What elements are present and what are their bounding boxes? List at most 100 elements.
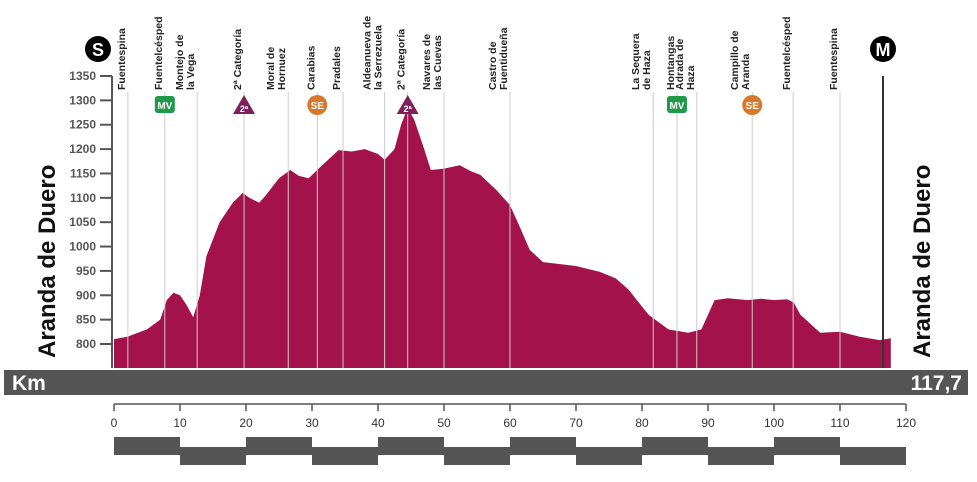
waypoint-label: Montejo de [174,34,186,90]
waypoint-label: Fuentidueña [498,27,510,90]
km-scale-segment [576,447,642,465]
x-tick-label: 10 [173,416,187,430]
waypoint-label: Navares de [421,34,433,90]
badge-label: MV [157,101,172,112]
y-tick-label: 1200 [69,142,96,156]
waypoint-label: 2ª Categoría [396,29,408,90]
km-scale-segment [708,447,774,465]
y-tick-label: 1300 [69,93,96,107]
climb-category-icon [396,95,419,114]
waypoint-label: la Serrezuela [373,25,385,90]
km-scale-segment [510,437,576,455]
start-badge: S [85,36,111,62]
waypoint-label: Moral de [265,47,277,90]
y-tick-label: 800 [76,337,96,351]
km-scale-segment [642,437,708,455]
waypoint: Adrada de Haza [674,38,698,368]
badge-label: 2ª [404,104,413,114]
km-scale-segment [246,437,312,455]
km-bar [4,370,968,395]
waypoint-label: Adrada de [674,38,686,90]
waypoint: Fuentespina [828,28,841,368]
waypoint-label: Fuentespina [828,28,840,90]
km-scale-segment [774,437,840,455]
y-tick-label: 900 [76,288,96,302]
x-tick-label: 70 [569,416,583,430]
x-tick-label: 100 [764,416,784,430]
waypoint-label: las Cuevas [432,35,444,90]
y-tick-label: 1000 [69,240,96,254]
waypoint-label: Campillo de [729,30,741,90]
waypoint: Moral de Hornuez [265,47,289,368]
x-tick-label: 60 [503,416,517,430]
waypoint-label: Fuentespina [116,28,128,90]
badge-label: SE [746,101,760,112]
waypoint-label: Fuentelcésped [781,16,793,90]
waypoint-label: 2ª Categoría [232,29,244,90]
waypoint-label: la Vega [185,54,197,90]
km-scale-segment [444,447,510,465]
badge-label: MV [669,101,684,112]
x-tick-label: 120 [896,416,916,430]
km-scale-segment [378,437,444,455]
climb-category-icon [233,95,256,114]
waypoint-label: Castro de [487,41,499,90]
y-tick-label: 1150 [70,166,96,180]
waypoint: 2ª Categoría 2ª [232,29,256,368]
svg-text:M: M [876,40,891,60]
waypoint-label: Aranda [740,54,752,90]
waypoint: Navares de las Cuevas [421,34,445,368]
km-scale-segment [312,447,378,465]
km-scale-segment [114,437,180,455]
y-tick-label: 1050 [69,215,96,229]
waypoint-label: Hontangas [665,36,677,90]
mountain-finish-badge [666,96,687,113]
sprint-badge [742,95,763,115]
x-tick-label: 80 [635,416,649,430]
x-tick-label: 110 [830,416,849,430]
waypoint: Fuentelcésped [781,16,794,368]
y-tick-label: 1250 [69,118,96,132]
y-tick-label: 850 [76,313,96,327]
waypoint: Aldeanueva de la Serrezuela [362,16,386,368]
waypoint: Fuentelcésped MV [153,16,175,368]
waypoint: Hontangas MV [665,36,687,368]
badge-label: 2ª [240,104,249,114]
elevation-profile-area [114,107,891,368]
finish-town-label: Aranda de Duero [909,165,936,358]
y-tick-label: 1350 [69,69,96,83]
km-label: Km [12,372,46,395]
waypoint: La Sequera de Haza [630,33,654,368]
waypoint-label: Hornuez [276,48,288,90]
mountain-finish-badge [154,96,175,113]
x-tick-label: 20 [239,416,253,430]
waypoint: Pradales [331,46,344,368]
x-tick-label: 40 [371,416,385,430]
x-tick-label: 0 [111,416,118,430]
sprint-badge [307,95,328,115]
waypoint: Fuentespina [116,28,129,368]
waypoint-label: La Sequera [630,33,642,90]
waypoint: Carabias SE [305,45,328,368]
start-town-label: Aranda de Duero [34,165,61,358]
waypoint: Montejo de la Vega [174,34,198,368]
finish-badge: M [870,36,896,62]
waypoint-label: Haza [685,65,697,90]
waypoint: Castro de Fuentidueña [487,27,511,368]
total-distance: 117,7 [911,372,962,395]
badge-label: SE [311,101,325,112]
waypoint-label: Fuentelcésped [153,16,165,90]
waypoint: Campillo de Aranda SE [729,30,763,368]
y-tick-label: 1100 [70,191,96,205]
km-scale-segment [180,447,246,465]
svg-text:S: S [92,40,104,60]
waypoint-label: Carabias [305,45,317,90]
x-tick-label: 50 [437,416,451,430]
waypoint: 2ª Categoría 2ª [396,29,419,368]
waypoint-label: Pradales [331,46,343,90]
y-tick-label: 950 [76,264,96,278]
x-tick-label: 90 [701,416,715,430]
x-tick-label: 30 [305,416,319,430]
waypoint-label: de Haza [641,50,653,90]
